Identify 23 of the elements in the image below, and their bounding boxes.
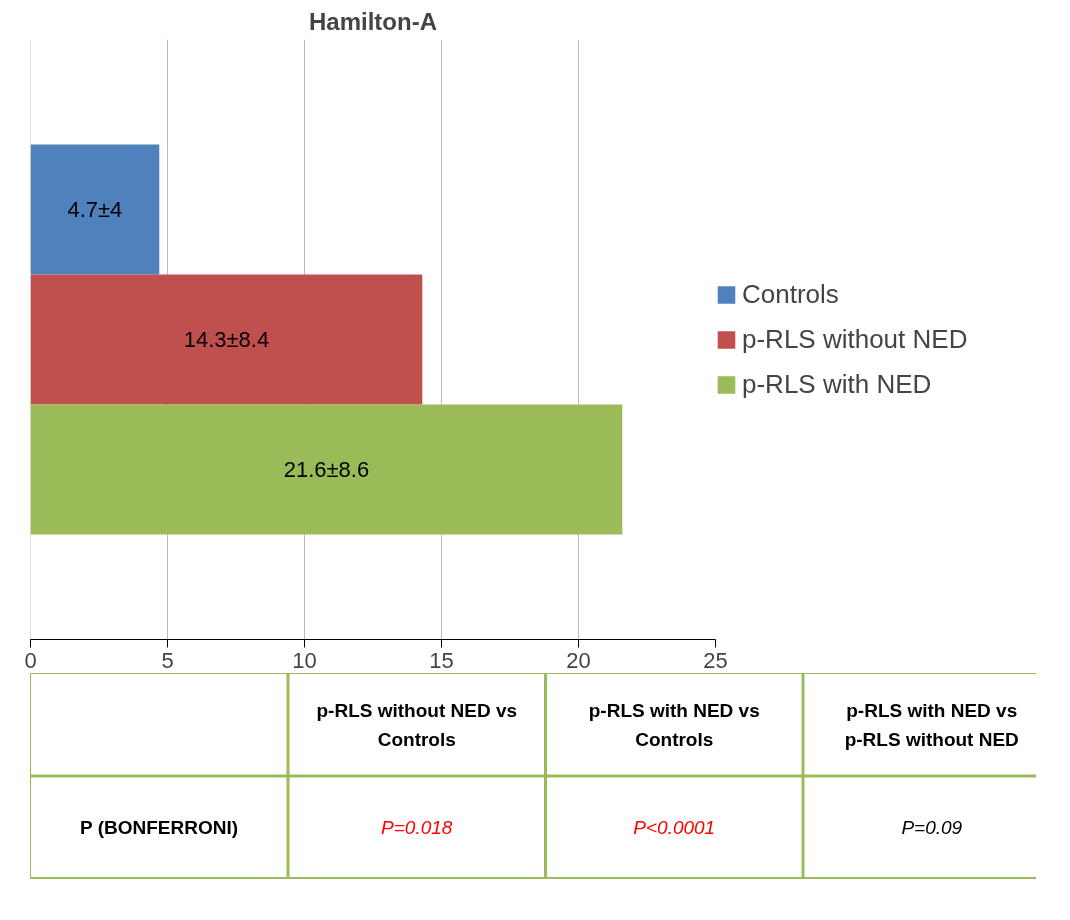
x-tick-label: 15: [429, 647, 454, 673]
x-tick-label: 10: [292, 647, 317, 673]
data-label: 14.3±8.4: [183, 327, 270, 352]
text: P=0.09: [901, 816, 963, 838]
text: p-RLS with NED vs p-RLS without NED: [844, 699, 1019, 750]
data-label: 4.7±4: [67, 197, 123, 222]
text: P (BONFERRONI): [80, 816, 239, 838]
text: P=0.018: [381, 816, 453, 838]
bar: [30, 144, 160, 275]
data-label: 21.6±8.6: [283, 457, 370, 482]
text: p-RLS without NED vs Controls: [316, 699, 518, 750]
x-tick-label: 20: [566, 647, 591, 673]
text: P<0.0001: [633, 816, 716, 838]
bar: [30, 274, 423, 405]
legend-label: p-RLS with NED: [742, 368, 932, 400]
text: p-RLS with NED vs Controls: [588, 699, 760, 750]
x-tick-label: 5: [161, 647, 174, 673]
legend-label: Controls: [742, 278, 839, 310]
legend-label: p-RLS without NED: [742, 323, 968, 355]
x-tick-label: 25: [703, 647, 728, 673]
x-tick-label: 0: [24, 647, 37, 673]
bar: [30, 404, 623, 535]
chart-title: Hamilton-A: [309, 7, 437, 35]
